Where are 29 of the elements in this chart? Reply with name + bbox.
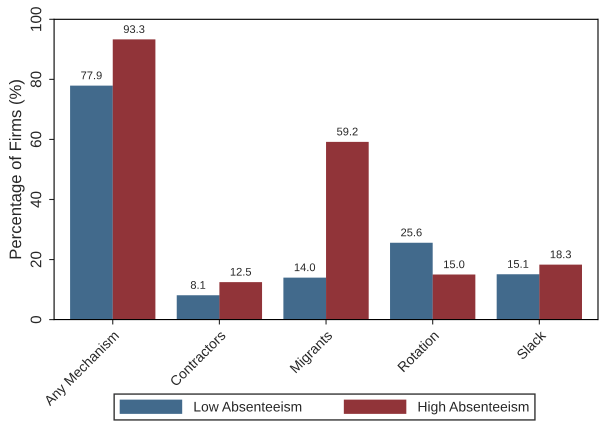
data-label: 15.1: [508, 260, 528, 268]
bar: [539, 264, 582, 320]
data-label: 18.3: [550, 250, 571, 258]
legend-label: Low Absenteeism: [194, 401, 302, 412]
y-tick-label: 40: [30, 192, 42, 208]
data-label: 77.9: [81, 71, 102, 80]
data-label: 12.5: [230, 268, 252, 276]
bar: [496, 274, 540, 320]
y-tick-label: 0: [30, 316, 42, 324]
y-axis-title: Percentage of Firms (%): [9, 80, 25, 258]
bar: [112, 39, 156, 320]
legend-label: High Absenteeism: [418, 401, 528, 414]
bar: [219, 282, 262, 320]
data-label: 25.6: [401, 228, 422, 236]
data-label: 14.0: [294, 263, 316, 272]
bar: [176, 295, 220, 320]
bar: [70, 86, 113, 320]
y-tick-label: 100: [30, 7, 42, 31]
data-label: 15.0: [444, 260, 464, 268]
bar: [283, 278, 326, 320]
data-label: 8.1: [190, 281, 206, 289]
y-tick-label: 20: [30, 252, 42, 268]
bar: [390, 242, 433, 320]
bar: [326, 142, 369, 320]
bar: [432, 274, 476, 320]
y-tick-label: 80: [30, 71, 42, 88]
data-label: 59.2: [337, 128, 358, 136]
y-tick-label: 60: [30, 132, 42, 148]
data-label: 93.3: [124, 25, 144, 34]
